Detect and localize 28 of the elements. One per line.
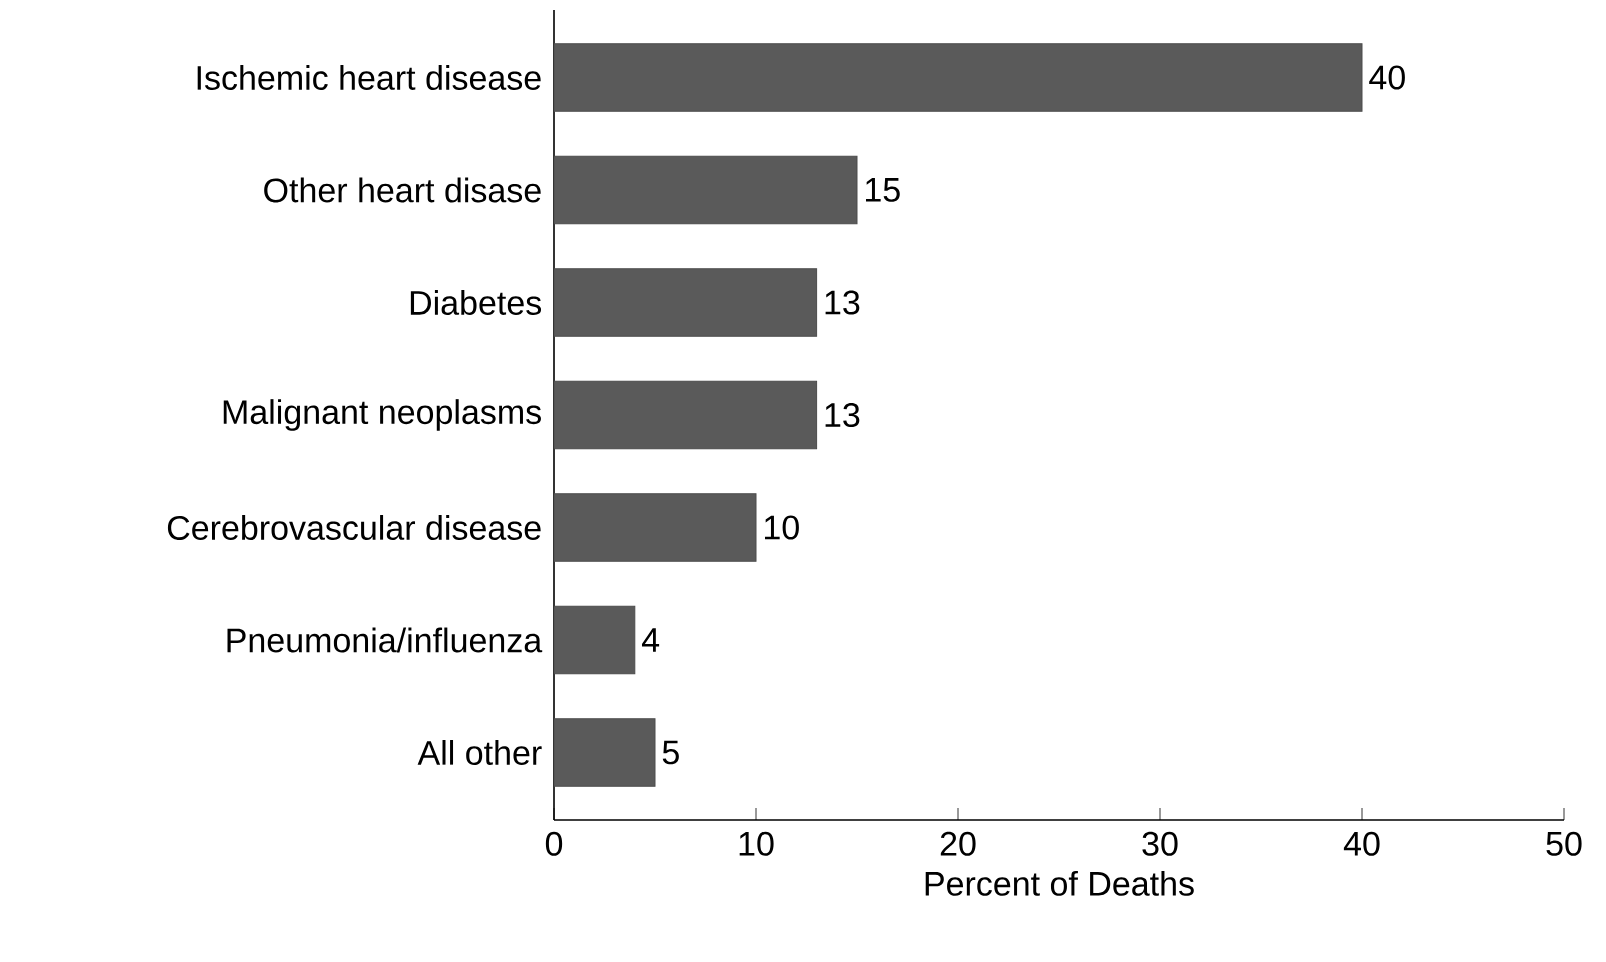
data-label: 13	[825, 402, 860, 428]
data-label: 15	[866, 178, 900, 202]
bar	[554, 155, 858, 225]
x-tick-label: 50	[1546, 831, 1582, 856]
x-axis-title: Percent of Deaths	[925, 870, 1194, 896]
bar	[554, 268, 818, 337]
x-tick-label: 40	[1343, 831, 1380, 856]
x-tick-label: 0	[545, 831, 563, 856]
data-label: 40	[1369, 65, 1405, 90]
data-label: 13	[825, 290, 860, 315]
x-tick-label: 20	[940, 831, 976, 856]
data-label: 5	[662, 740, 679, 765]
y-tick-label: Ischemic heart disease	[197, 65, 541, 90]
y-tick-label: Malignant neoplasms	[223, 399, 541, 431]
bar	[554, 605, 636, 675]
data-label: 4	[641, 628, 660, 652]
x-tick-label: 10	[739, 831, 774, 856]
bar	[554, 380, 818, 450]
y-tick-label: Other heart disase	[264, 177, 541, 203]
x-tick-label: 30	[1142, 831, 1178, 856]
y-tick-label: All other	[417, 740, 542, 765]
bar	[554, 718, 656, 787]
y-tick-label: Pneumonia/influenza	[227, 627, 543, 653]
bar	[554, 43, 1363, 112]
y-tick-label: Cerebrovascular disease	[167, 515, 541, 540]
y-tick-label: Diabetes	[410, 290, 542, 315]
bar	[554, 493, 757, 562]
data-label: 10	[765, 515, 799, 540]
